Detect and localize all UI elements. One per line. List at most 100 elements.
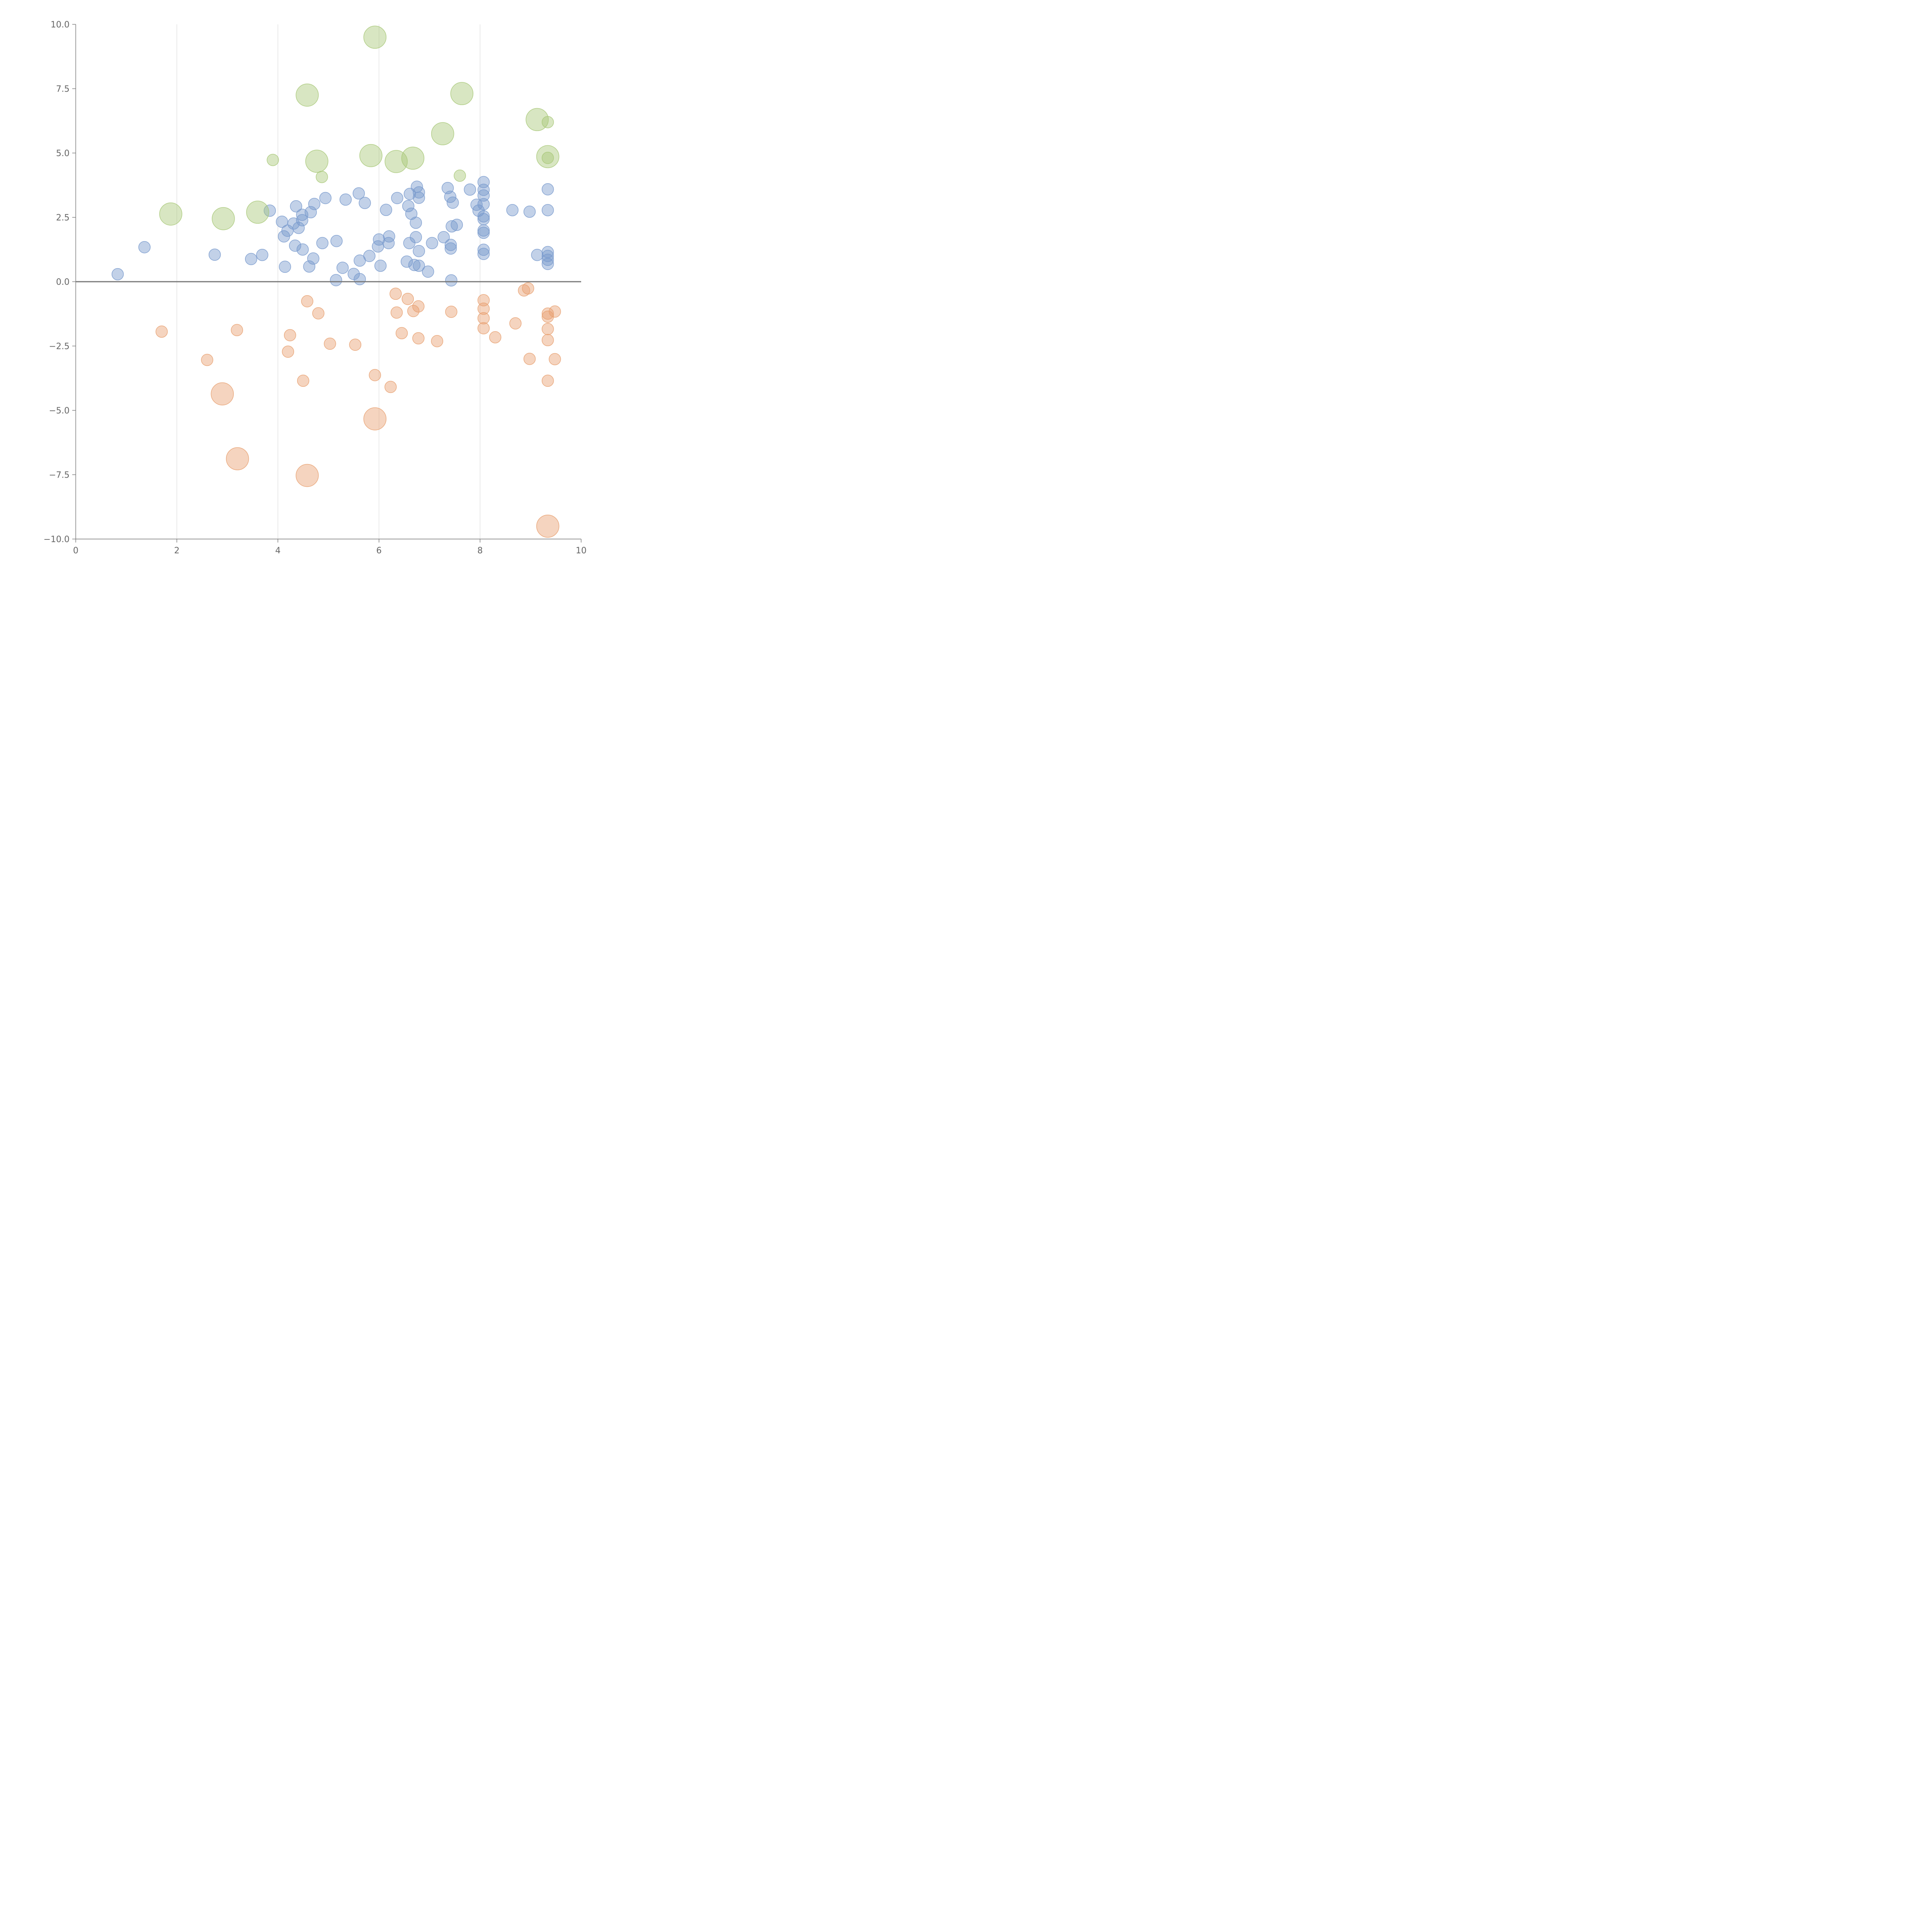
scatter-point [267, 154, 279, 166]
scatter-point [477, 322, 490, 335]
y-tick-label: 7.5 [56, 85, 70, 94]
scatter-point [296, 214, 308, 226]
scatter-point [509, 317, 522, 330]
scatter-point [382, 237, 395, 249]
scatter-point [339, 193, 352, 206]
scatter-point [384, 381, 397, 393]
scatter-point [316, 237, 329, 249]
scatter-point [201, 354, 213, 366]
y-tick-label: 2.5 [56, 213, 70, 223]
scatter-point [380, 204, 392, 216]
scatter-point [245, 253, 257, 265]
scatter-point [284, 329, 296, 342]
x-tick-label: 6 [376, 546, 382, 556]
scatter-chart: 10.0 7.5 5.0 2.5 0.0 −2.5 −5.0 −7.5 −10.0 0 2 4 6 8 10 [0, 0, 597, 597]
x-tick-label: 0 [73, 546, 78, 556]
scatter-point [359, 197, 371, 209]
scatter-point [477, 243, 490, 256]
scatter-point [477, 198, 490, 211]
scatter-point [155, 325, 168, 338]
y-tick-label: −5.0 [49, 406, 70, 416]
y-tick-label: 0.0 [56, 277, 70, 287]
scatter-point [412, 332, 425, 345]
scatter-point [445, 306, 457, 318]
scatter-point [279, 260, 291, 273]
scatter-point [211, 382, 234, 406]
scatter-point [531, 248, 543, 261]
scatter-point [324, 337, 336, 350]
scatter-point [541, 374, 554, 387]
scatter-point [159, 202, 182, 226]
scatter-point [413, 186, 425, 199]
y-tick-label: −10.0 [44, 535, 70, 544]
scatter-point [412, 300, 425, 313]
scatter-point [450, 82, 474, 105]
scatter-point [293, 222, 305, 234]
y-tick-label: −7.5 [49, 471, 70, 480]
scatter-point [304, 206, 317, 218]
scatter-point [477, 210, 490, 223]
scatter-point [447, 196, 459, 209]
scatter-point [523, 206, 536, 218]
scatter-point [444, 190, 456, 203]
scatter-point [276, 216, 288, 228]
scatter-point [523, 353, 536, 365]
scatter-point [373, 233, 385, 246]
scatter-point [369, 369, 381, 381]
scatter-point [363, 407, 387, 430]
scatter-point [437, 231, 450, 243]
scatter-point [264, 204, 276, 217]
scatter-point [383, 230, 395, 243]
scatter-point [407, 305, 420, 317]
scatter-point [426, 237, 438, 249]
scatter-point [301, 295, 313, 308]
scatter-point [330, 235, 343, 247]
scatter-point [444, 239, 457, 251]
scatter-point [256, 248, 269, 261]
scatter-point [296, 83, 319, 107]
x-tick-label: 8 [477, 546, 483, 556]
scatter-point [451, 219, 463, 231]
scatter-point [297, 374, 310, 387]
scatter-point [290, 200, 303, 213]
scatter-point [296, 243, 309, 256]
scatter-point [289, 240, 301, 252]
scatter-point [363, 250, 376, 262]
scatter-point [477, 213, 490, 225]
scatter-point [246, 201, 269, 224]
scatter-point [319, 192, 332, 204]
scatter-point [549, 353, 561, 366]
y-tick-label: 10.0 [51, 20, 70, 30]
scatter-point [111, 268, 124, 281]
scatter-point [422, 265, 434, 278]
scatter-point [389, 287, 402, 300]
scatter-point [489, 331, 502, 344]
scatter-point [231, 324, 243, 336]
scatter-point [347, 268, 360, 280]
scatter-point [208, 248, 221, 261]
scatter-point [477, 294, 490, 306]
scatter-point [352, 187, 365, 200]
scatter-point [518, 284, 530, 297]
y-tick-label: 5.0 [56, 149, 70, 158]
scatter-point [305, 150, 328, 173]
scatter-point [296, 464, 319, 487]
scatter-point [541, 334, 554, 346]
scatter-point [349, 338, 362, 351]
scatter-point [312, 307, 325, 320]
scatter-point [413, 192, 425, 204]
scatter-point [477, 189, 490, 202]
scatter-point [506, 204, 519, 216]
scatter-point [282, 345, 294, 358]
scatter-point [536, 145, 560, 168]
scatter-point [316, 171, 328, 183]
scatter-point [390, 306, 403, 319]
scatter-point [549, 305, 561, 318]
scatter-point [464, 183, 476, 196]
scatter-point [444, 242, 457, 255]
scatter-point [522, 282, 534, 295]
scatter-point [477, 312, 490, 325]
scatter-point [413, 245, 425, 257]
scatter-point [212, 207, 235, 230]
scatter-point [226, 447, 249, 470]
